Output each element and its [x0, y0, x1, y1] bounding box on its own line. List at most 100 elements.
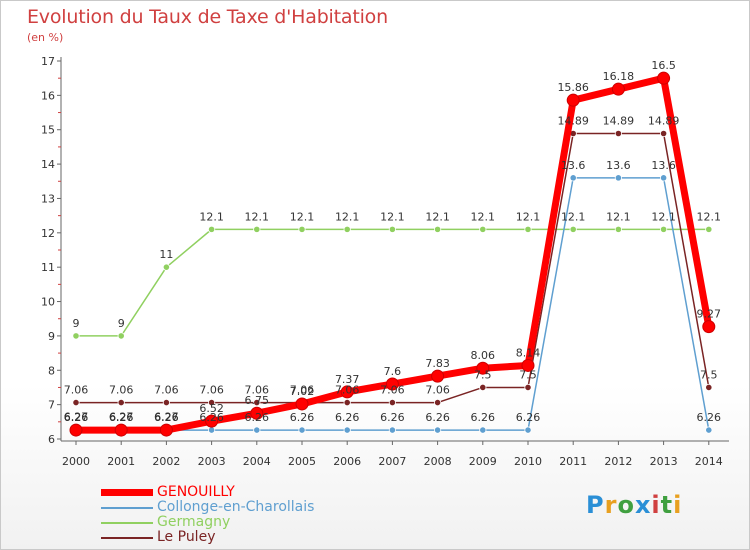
data-label: 7.06 [199, 384, 224, 397]
data-point [298, 225, 306, 233]
data-label: 6.52 [199, 402, 224, 415]
data-point [433, 225, 442, 233]
y-tick-label: 15 [41, 124, 55, 137]
data-label: 6.26 [154, 411, 179, 424]
data-label: 7.06 [109, 384, 134, 397]
data-point [208, 225, 216, 233]
data-label: 15.86 [557, 81, 589, 94]
data-label: 6.27 [64, 411, 89, 424]
data-label: 6.75 [245, 394, 270, 407]
data-point [340, 385, 354, 399]
data-label: 6.27 [154, 411, 179, 424]
data-label: 12.1 [697, 210, 722, 223]
data-label: 7.06 [64, 384, 89, 397]
data-point [295, 397, 309, 411]
data-label: 12.1 [380, 210, 405, 223]
x-tick-label: 2013 [650, 455, 678, 468]
data-point [433, 398, 442, 407]
data-label: 7.06 [380, 384, 405, 397]
data-point [479, 225, 487, 233]
data-point [162, 263, 170, 271]
data-label: 6.26 [199, 411, 224, 424]
x-tick-label: 2009 [469, 455, 497, 468]
data-label: 14.89 [603, 115, 635, 128]
data-label: 6.27 [109, 411, 134, 424]
logo-letter: t [660, 491, 674, 519]
data-label: 7.06 [335, 384, 360, 397]
y-tick-label: 12 [41, 227, 55, 240]
data-label: 7.06 [425, 384, 450, 397]
data-label: 6.26 [380, 411, 405, 424]
data-point [476, 361, 490, 375]
logo-letter: o [617, 491, 635, 519]
data-point [569, 174, 577, 182]
data-point [433, 426, 442, 434]
data-label: 12.1 [335, 210, 360, 223]
data-label: 7.5 [519, 368, 537, 381]
legend-swatch [101, 489, 153, 496]
data-point [343, 225, 351, 233]
data-label: 12.1 [245, 210, 270, 223]
data-point [117, 332, 125, 340]
logo-letter: r [604, 491, 618, 519]
data-label: 12.1 [471, 210, 496, 223]
data-point [657, 71, 671, 85]
x-tick-label: 2008 [424, 455, 452, 468]
data-point [614, 129, 623, 138]
logo-letter: i [673, 491, 683, 519]
data-label: 8.06 [471, 349, 496, 362]
series-line-3 [75, 132, 710, 404]
data-point [72, 398, 80, 407]
data-label: 6.26 [109, 411, 134, 424]
data-label: 12.1 [425, 210, 450, 223]
logo-letter: x [634, 491, 652, 519]
data-point [705, 383, 713, 392]
data-label: 7.06 [154, 384, 179, 397]
data-point [524, 383, 532, 392]
legend-label: GENOUILLY [157, 484, 235, 500]
data-label: 6.26 [64, 411, 89, 424]
data-point [205, 414, 219, 428]
data-label: 11 [159, 248, 173, 261]
data-point [659, 225, 668, 233]
y-tick-label: 7 [48, 399, 55, 412]
data-label: 12.1 [290, 210, 315, 223]
data-point [253, 398, 261, 407]
y-tick-label: 11 [41, 261, 55, 274]
data-label: 7.06 [245, 384, 270, 397]
data-label: 9 [118, 317, 125, 330]
data-point [705, 426, 713, 434]
data-label: 6.26 [335, 411, 360, 424]
data-point [479, 383, 487, 392]
data-point [162, 398, 170, 407]
data-point [659, 174, 668, 182]
data-label: 6.26 [245, 411, 270, 424]
data-point [569, 225, 577, 233]
data-label: 13.6 [561, 159, 586, 172]
data-point [250, 406, 264, 420]
data-label: 16.18 [603, 70, 635, 83]
data-point [385, 377, 399, 391]
legend-label: Le Puley [157, 529, 216, 545]
data-point [479, 426, 487, 434]
data-point [614, 225, 623, 233]
data-point [659, 129, 668, 138]
x-tick-label: 2012 [604, 455, 632, 468]
proxiti-logo: Proxiti [586, 491, 682, 519]
data-point [114, 423, 128, 437]
data-label: 8.14 [516, 346, 541, 359]
data-point [208, 398, 216, 407]
logo-letter: P [586, 491, 605, 519]
legend-swatch [101, 522, 153, 524]
x-tick-label: 2003 [198, 455, 226, 468]
data-label: 6.26 [425, 411, 450, 424]
data-label: 12.1 [651, 210, 676, 223]
data-label: 7.06 [290, 384, 315, 397]
data-point [566, 93, 580, 107]
x-tick-label: 2014 [695, 455, 723, 468]
data-point [388, 426, 396, 434]
y-tick-label: 6 [48, 433, 55, 446]
x-tick-label: 2000 [62, 455, 90, 468]
chart-unit: (en %) [27, 31, 64, 44]
